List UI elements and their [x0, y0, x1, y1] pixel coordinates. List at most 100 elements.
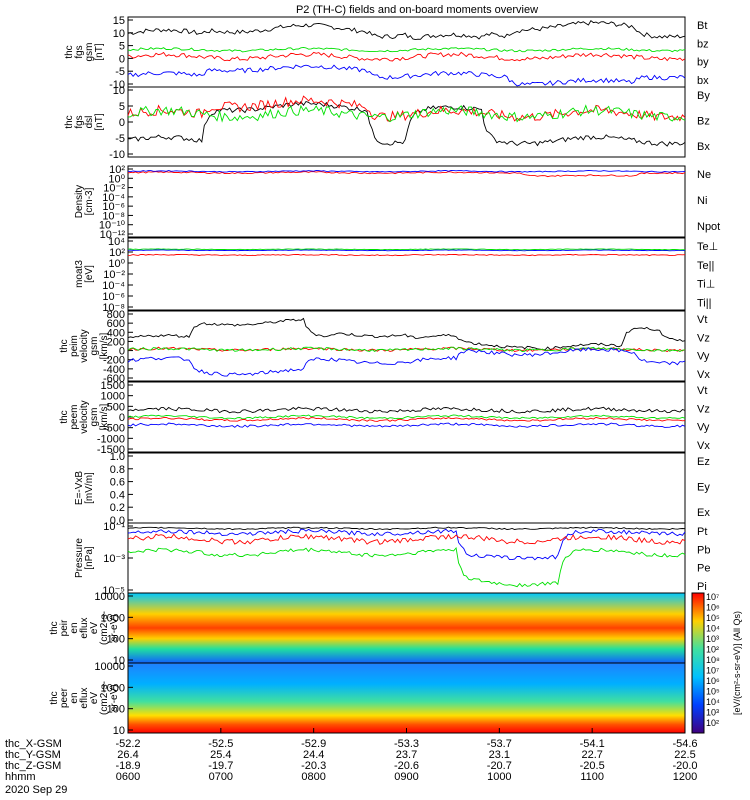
legend-te: Te⊥	[697, 241, 718, 253]
orbit-value: -20.6	[394, 760, 419, 772]
y-tick-label: 10⁴	[108, 236, 125, 248]
y-axis-label: [cm-3]	[84, 187, 95, 215]
y-axis-label: [nPa]	[84, 546, 95, 570]
y-tick-label: 15	[113, 15, 125, 27]
y-axis-label: thc	[64, 45, 75, 58]
y-tick-label: 600	[107, 318, 125, 330]
trace-blue	[127, 249, 686, 252]
y-tick-label: -200	[103, 355, 125, 367]
colorbar-tick: 10²	[706, 645, 719, 655]
colorbar-tick: 10⁷	[706, 666, 719, 676]
orbit-value: -18.9	[115, 760, 140, 772]
y-axis-label: [nT]	[94, 43, 105, 60]
trace-black	[127, 317, 686, 351]
trace-blue	[127, 422, 686, 428]
legend-te: Te||	[697, 260, 714, 272]
trace-black	[127, 406, 686, 414]
orbit-row-label: hhmm	[5, 771, 36, 783]
orbit-value: -53.7	[487, 738, 512, 750]
orbit-value: -52.9	[301, 738, 326, 750]
panel-8: 10⁻¹ 10⁻³ 10⁻⁵ Pressure [nPa] Pt Pb Pe Pi	[74, 521, 710, 597]
chart-title: P2 (TH-C) fields and on-board moments ov…	[296, 4, 538, 16]
trace-blue	[127, 528, 686, 561]
y-tick-label: 10⁻⁸	[102, 210, 125, 222]
y-axis-label: Density	[74, 185, 85, 218]
orbit-table: thc_X-GSM -52.2 -52.5 -52.9 -53.3 -53.7 -54.1 -…	[5, 728, 698, 783]
y-tick-label: 10000	[94, 661, 125, 673]
trace-green	[127, 346, 686, 353]
y-tick-label: 0	[119, 346, 125, 358]
y-tick-label: 10⁻⁶	[102, 291, 125, 303]
colorbar-tick: 10⁶	[706, 603, 720, 613]
panel-2: 10 5 0 -5 -10 thc fgs dsl [nT] By Bz Bx	[64, 85, 710, 161]
y-tick-label: 0.4	[110, 489, 125, 501]
y-axis-label: (cm2-s-	[99, 611, 110, 645]
y-tick-label: 1000	[101, 391, 125, 403]
panel-frame	[127, 86, 686, 158]
legend-pt: Pt	[697, 526, 707, 538]
y-tick-label: 10⁻¹²	[100, 229, 126, 241]
y-tick-label: 10⁻²	[103, 183, 125, 195]
y-axis-label: velocity	[79, 400, 90, 433]
y-tick-label: 10⁰	[108, 173, 125, 185]
panel-10: 10000 1000 100 10 thc peer en eflux eV (cm2-s-sr-…	[49, 661, 686, 737]
orbit-value: 1000	[487, 771, 511, 783]
y-tick-label: 10⁻⁸	[102, 302, 125, 314]
orbit-value: 23.7	[396, 749, 417, 761]
y-tick-label: 100	[107, 634, 125, 646]
legend-vz: Vz	[697, 332, 710, 344]
y-axis-label: E=-VxB	[74, 471, 85, 506]
trace-blue	[127, 347, 686, 377]
y-axis-label: thc	[49, 691, 60, 704]
legend-ex: Ex	[697, 507, 710, 519]
y-axis-label: thc	[59, 339, 70, 352]
y-tick-label: -5	[115, 66, 125, 78]
y-tick-label: 10	[113, 655, 125, 667]
y-tick-label: 10⁻⁴	[102, 280, 125, 292]
y-tick-label: 0	[119, 412, 125, 424]
colorbar-bar	[691, 592, 705, 734]
y-tick-label: 10⁻³	[103, 553, 125, 565]
y-tick-label: 10	[113, 85, 125, 97]
y-axis-label: thc	[49, 621, 60, 634]
panel-frame	[127, 165, 686, 238]
y-axis-label: [mV/m]	[84, 472, 95, 504]
trace-blue	[127, 170, 686, 173]
legend-pi: Pi	[697, 581, 707, 593]
trace-green	[127, 414, 686, 420]
y-tick-label: -600	[103, 373, 125, 385]
orbit-value: -20.0	[672, 760, 697, 772]
colorbar-tick: 10⁵	[706, 687, 720, 697]
trace-red	[127, 533, 686, 545]
legend-vy: Vy	[697, 351, 710, 363]
y-axis-label: eflux	[79, 617, 90, 638]
y-axis-label: fgs	[74, 45, 85, 58]
trace-red	[127, 51, 686, 62]
y-axis-label: (cm2-s-	[99, 681, 110, 715]
colorbar-tick: 10³	[706, 634, 719, 644]
orbit-value: 24.4	[303, 749, 324, 761]
colorbar-tick: 10³	[706, 708, 719, 718]
date-label: 2020 Sep 29	[5, 784, 67, 796]
orbit-row-label: thc_Y-GSM	[5, 749, 61, 761]
colorbar-tick: 10⁴	[706, 624, 720, 634]
orbit-value: -19.7	[208, 760, 233, 772]
y-axis-label: Pressure	[74, 538, 85, 578]
orbit-value: -54.6	[672, 738, 697, 750]
y-axis-label: en	[69, 692, 80, 703]
colorbar-tick: 10⁸	[706, 655, 720, 665]
y-tick-label: -5	[115, 133, 125, 145]
legend-bx: bx	[697, 75, 709, 87]
trace-black	[127, 20, 686, 41]
y-tick-label: -10	[109, 79, 125, 91]
y-axis-label: [eV]	[84, 265, 95, 283]
y-tick-label: 10	[113, 28, 125, 40]
y-tick-label: 0.2	[110, 502, 125, 514]
orbit-value: 22.7	[581, 749, 602, 761]
panel-9: 10000 1000 100 10 thc peir en eflux eV (cm2-s-sr-…	[49, 591, 686, 667]
y-axis-label: thc	[64, 115, 75, 128]
